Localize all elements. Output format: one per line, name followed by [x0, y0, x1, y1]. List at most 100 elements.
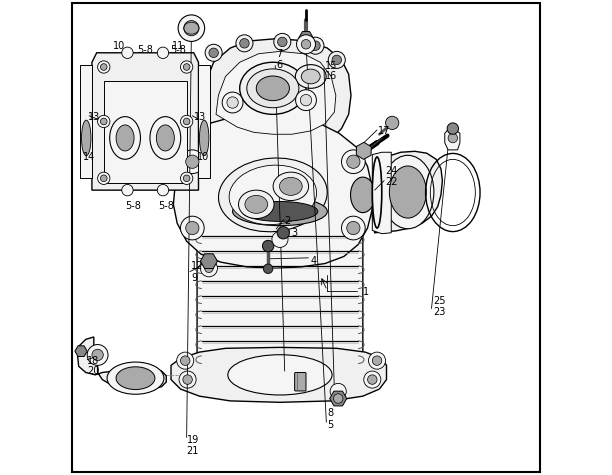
Text: 18: 18 — [87, 356, 99, 366]
Circle shape — [181, 216, 204, 240]
Ellipse shape — [229, 165, 316, 225]
Circle shape — [209, 48, 218, 57]
Ellipse shape — [256, 76, 289, 101]
Circle shape — [184, 64, 190, 70]
Ellipse shape — [156, 125, 174, 151]
Circle shape — [184, 20, 199, 36]
Ellipse shape — [240, 62, 306, 114]
Text: 1: 1 — [363, 287, 369, 297]
Circle shape — [183, 375, 192, 384]
Polygon shape — [216, 51, 336, 134]
Circle shape — [181, 172, 193, 184]
Text: 13: 13 — [194, 112, 206, 122]
Ellipse shape — [382, 155, 434, 229]
Circle shape — [97, 61, 110, 73]
Polygon shape — [197, 207, 363, 370]
Circle shape — [240, 38, 249, 48]
Circle shape — [87, 344, 108, 365]
Circle shape — [100, 118, 107, 125]
Circle shape — [447, 123, 458, 134]
Ellipse shape — [296, 65, 326, 88]
Circle shape — [181, 150, 204, 173]
Polygon shape — [200, 254, 217, 268]
FancyBboxPatch shape — [294, 372, 306, 391]
Circle shape — [296, 90, 316, 111]
Circle shape — [157, 47, 169, 58]
Text: 2: 2 — [285, 216, 291, 226]
Circle shape — [274, 33, 291, 50]
Circle shape — [372, 356, 382, 365]
Text: 11: 11 — [173, 41, 185, 51]
Circle shape — [263, 264, 273, 274]
Circle shape — [181, 115, 193, 128]
Text: 4: 4 — [311, 256, 317, 266]
Text: 5-8: 5-8 — [125, 201, 141, 211]
Polygon shape — [75, 346, 87, 357]
Polygon shape — [330, 391, 347, 406]
Polygon shape — [445, 130, 460, 150]
Ellipse shape — [280, 177, 302, 195]
Text: 23: 23 — [433, 307, 446, 317]
Circle shape — [222, 92, 243, 113]
Circle shape — [184, 175, 190, 181]
Text: 5-8: 5-8 — [137, 46, 153, 56]
Circle shape — [181, 356, 190, 365]
Polygon shape — [356, 142, 371, 159]
Text: 8: 8 — [327, 408, 334, 418]
Ellipse shape — [233, 197, 327, 226]
Circle shape — [157, 184, 169, 196]
Ellipse shape — [200, 120, 209, 156]
Text: 13: 13 — [88, 112, 100, 122]
Circle shape — [328, 51, 345, 68]
Circle shape — [92, 349, 103, 361]
Polygon shape — [202, 38, 351, 147]
Circle shape — [277, 227, 289, 239]
Circle shape — [278, 37, 287, 47]
Ellipse shape — [110, 117, 141, 159]
Circle shape — [97, 115, 110, 128]
Text: 25: 25 — [433, 296, 446, 306]
Circle shape — [100, 175, 107, 181]
Circle shape — [311, 41, 320, 50]
Circle shape — [307, 37, 324, 54]
Circle shape — [347, 221, 360, 235]
Circle shape — [181, 61, 193, 73]
Polygon shape — [92, 53, 198, 190]
Text: 9: 9 — [192, 273, 198, 283]
Ellipse shape — [81, 120, 91, 156]
Circle shape — [200, 260, 217, 277]
Circle shape — [179, 371, 196, 388]
Text: 3: 3 — [291, 228, 297, 238]
Text: 10: 10 — [197, 152, 209, 162]
Circle shape — [330, 383, 346, 399]
Circle shape — [205, 44, 222, 61]
Polygon shape — [372, 152, 442, 233]
Circle shape — [236, 35, 253, 52]
Text: 10: 10 — [113, 41, 125, 51]
Circle shape — [347, 155, 360, 168]
Text: 24: 24 — [386, 166, 398, 176]
Text: 16: 16 — [325, 71, 337, 82]
Circle shape — [341, 150, 365, 173]
Text: 15: 15 — [325, 61, 337, 71]
Ellipse shape — [247, 69, 299, 108]
Circle shape — [341, 216, 365, 240]
Polygon shape — [299, 43, 313, 50]
Circle shape — [185, 155, 199, 168]
Ellipse shape — [245, 195, 267, 213]
Circle shape — [364, 371, 381, 388]
Circle shape — [177, 352, 194, 369]
Circle shape — [334, 394, 343, 403]
Circle shape — [204, 264, 213, 273]
Circle shape — [227, 97, 238, 108]
Text: 17: 17 — [378, 126, 390, 136]
Text: 20: 20 — [87, 366, 100, 376]
Ellipse shape — [218, 158, 327, 232]
Circle shape — [272, 231, 288, 247]
Text: 14: 14 — [83, 152, 95, 162]
Polygon shape — [80, 65, 92, 178]
Ellipse shape — [107, 362, 164, 394]
Ellipse shape — [116, 125, 134, 151]
Circle shape — [184, 118, 190, 125]
Circle shape — [122, 47, 133, 58]
